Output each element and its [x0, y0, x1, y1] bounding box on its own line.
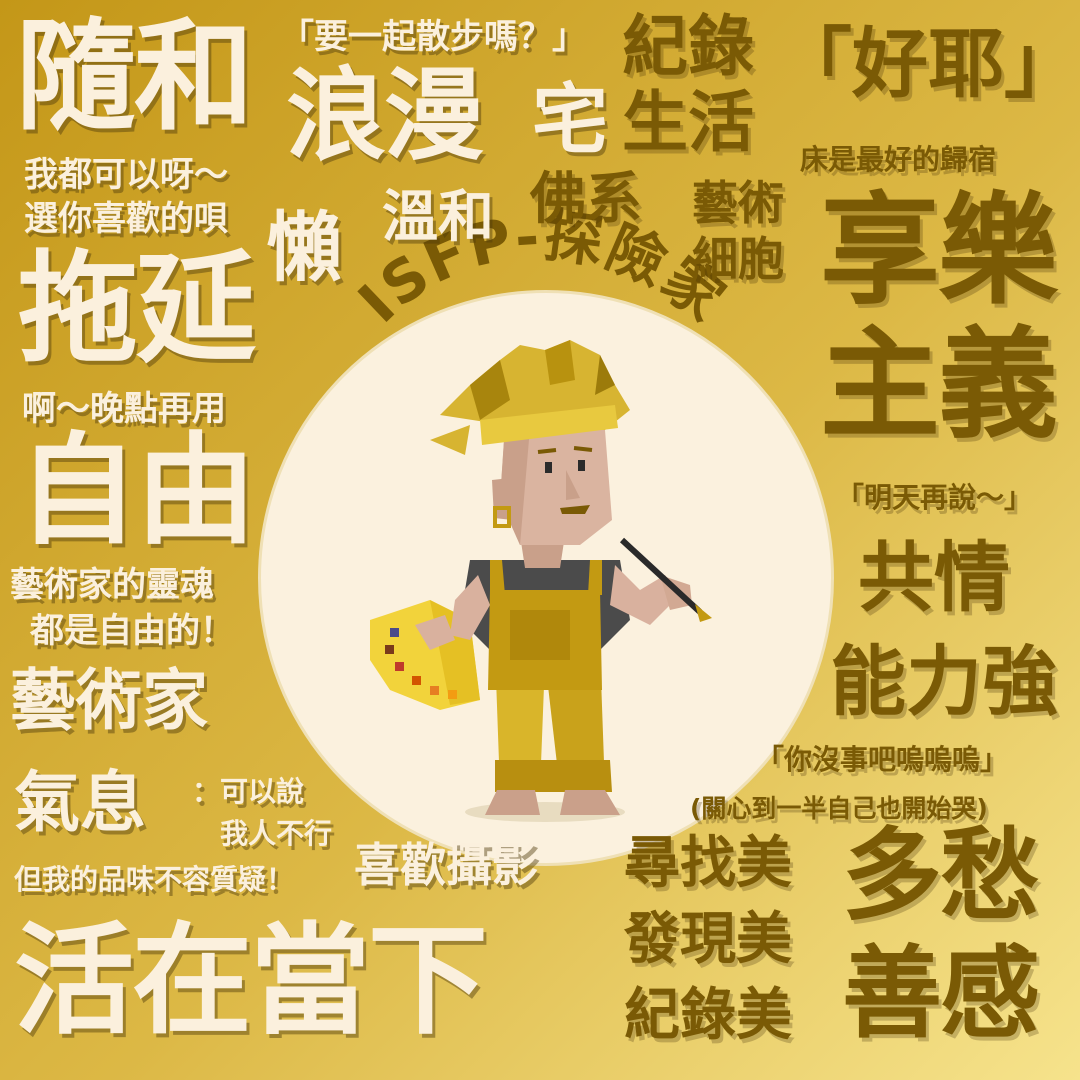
word-artist-soul: 藝術家的靈魂 [10, 565, 214, 605]
word-later: 啊～晚點再用 [22, 389, 226, 429]
left-hand [415, 615, 455, 650]
word-romantic: 浪漫 [286, 57, 484, 174]
word-melancholy: 多愁 [842, 817, 1040, 934]
word-freedom: 自由 [18, 422, 256, 561]
word-you-choose: 選你喜歡的唄 [24, 199, 228, 239]
word-pleasure: 享樂 [820, 182, 1058, 321]
word-cell: 細胞 [692, 232, 784, 286]
word-live-in-moment: 活在當下 [14, 912, 488, 1051]
hair-shade-1 [470, 360, 510, 420]
word-empathy: 共情 [858, 533, 1010, 622]
word-buddhist: 佛系 [530, 167, 642, 232]
word-caring-cry: (關心到一半自己也開始哭) [690, 794, 988, 823]
right-eye [578, 460, 585, 471]
overalls-pocket [510, 610, 570, 660]
hair-fringe [430, 425, 470, 455]
word-procrastinate: 拖延 [18, 240, 256, 379]
word-taste-unquestionable: 但我的品味不容質疑！ [14, 863, 295, 896]
word-sentimental: 善感 [842, 935, 1040, 1052]
earring [493, 506, 511, 528]
mouth [560, 505, 590, 514]
right-eyebrow [573, 446, 593, 452]
word-record-beauty: 紀錄美 [624, 983, 792, 1048]
overalls-strap-left [490, 560, 505, 595]
word-anything-ok: 我都可以呀～ [24, 155, 228, 195]
word-suihe: 隨和 [16, 8, 254, 147]
hair-shade-3 [595, 355, 615, 395]
hair-shade-2 [545, 340, 575, 385]
word-ism: 主義 [820, 316, 1058, 455]
palette-dot-2 [385, 645, 394, 654]
left-arm [450, 575, 490, 640]
word-find-beauty: 發現美 [624, 907, 792, 972]
word-lazy: 懶 [266, 203, 342, 292]
palette-dot-4 [412, 676, 421, 685]
left-eyebrow [537, 448, 557, 454]
word-art: 藝術 [692, 176, 784, 230]
paint-brush-tip [695, 604, 712, 622]
nose [566, 470, 580, 500]
palette-dot-5 [430, 686, 439, 695]
word-all-free: 都是自由的！ [30, 611, 234, 651]
palette-dot-1 [390, 628, 399, 637]
word-bed-best: 床是最好的歸宿 [800, 143, 997, 176]
head [500, 425, 612, 545]
headband [480, 405, 618, 445]
word-say-tomorrow: 「明天再說～」 [836, 481, 1033, 514]
word-aura: 氣息 [14, 764, 146, 841]
word-are-you-ok: 「你沒事吧嗚嗚嗚」 [756, 743, 1009, 776]
word-gentle: 溫和 [382, 185, 494, 250]
left-eye [545, 462, 552, 473]
palette-dot-6 [448, 690, 457, 699]
word-artist: 藝術家 [10, 662, 208, 739]
word-im-no-good: 我人不行 [220, 817, 333, 850]
word-walk-question: 「要一起散步嗎？」 [280, 17, 586, 57]
pants-cuff [495, 760, 612, 792]
word-like-photography: 喜歡攝影 [354, 838, 538, 892]
word-yay: 「好耶」 [776, 19, 1080, 108]
word-can-say: ：可以說 [192, 775, 305, 808]
word-strong-ability: 能力強 [830, 637, 1058, 726]
paint-brush [619, 537, 703, 615]
left-foot [485, 790, 540, 815]
word-life: 生活 [622, 84, 754, 161]
word-seek-beauty: 尋找美 [624, 831, 792, 896]
palette-dot-3 [395, 662, 404, 671]
right-foot [560, 790, 620, 815]
overalls-strap-right [588, 560, 602, 595]
word-record: 紀錄 [622, 8, 754, 85]
word-homebody: 宅 [532, 75, 608, 164]
